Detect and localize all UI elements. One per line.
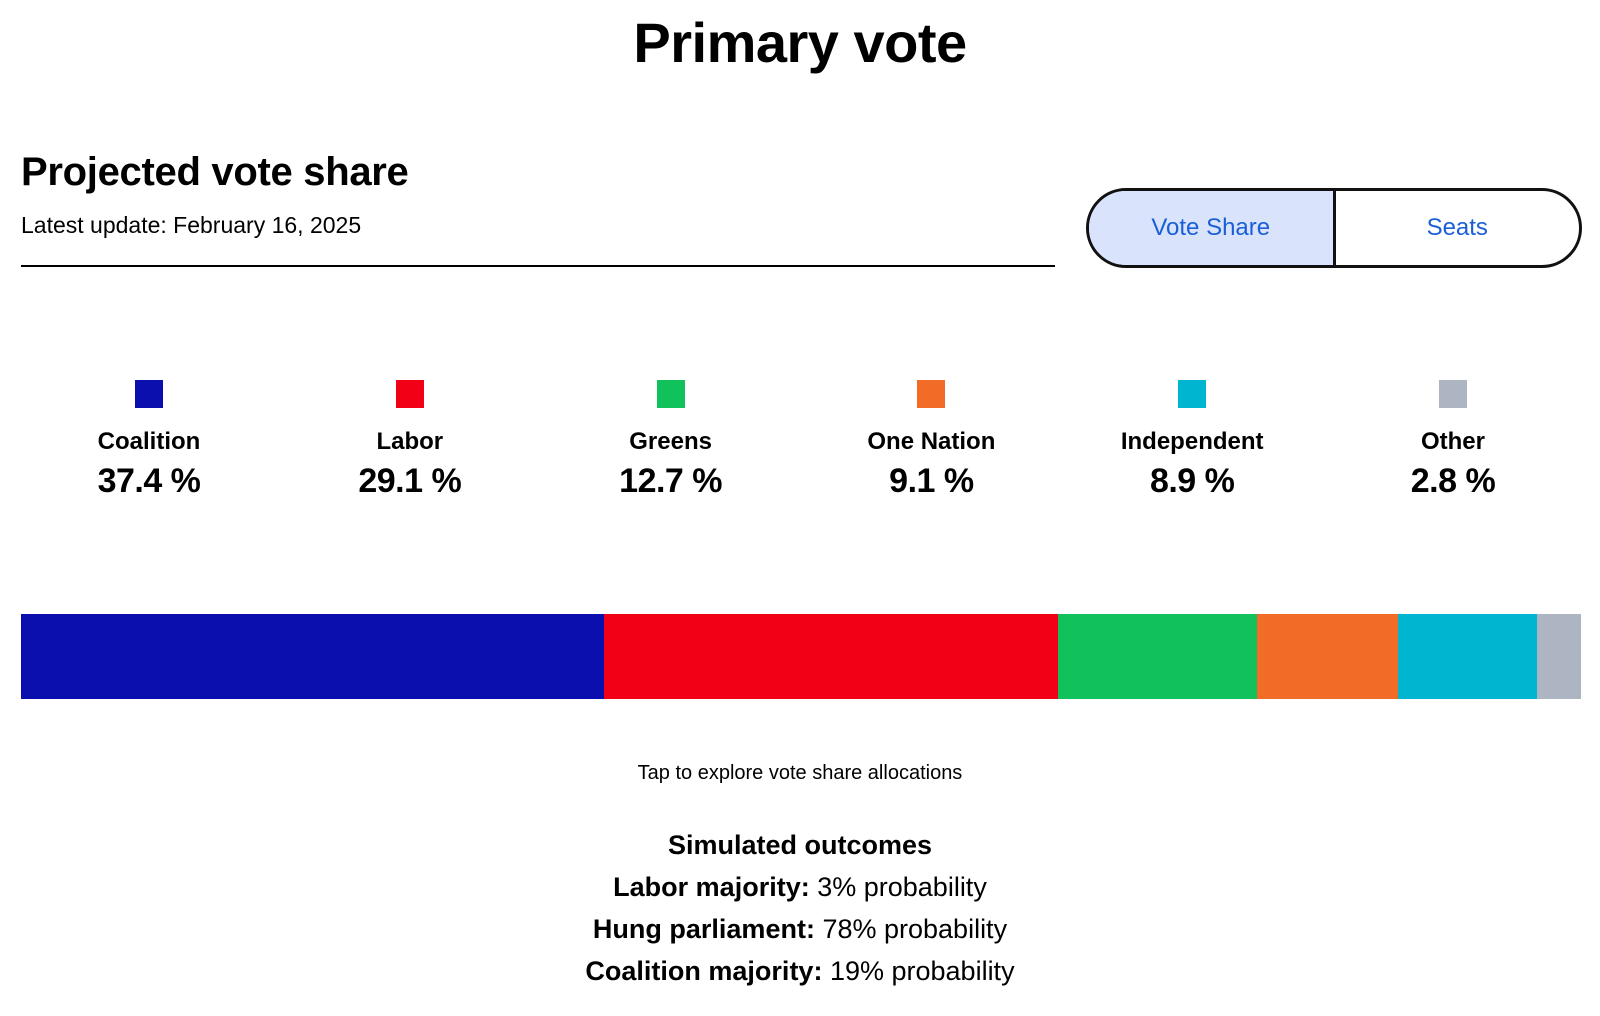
- outcome-row: Coalition majority: 19% probability: [0, 950, 1600, 992]
- bar-segment-coalition[interactable]: [21, 614, 605, 699]
- outcomes-title: Simulated outcomes: [667, 830, 933, 860]
- legend-swatch: [917, 380, 946, 408]
- legend-label: One Nation: [867, 428, 996, 455]
- legend-label: Labor: [376, 428, 444, 455]
- outcome-label: Hung parliament:: [592, 914, 815, 944]
- outcome-value: 3% probability: [817, 872, 987, 902]
- outcome-value: 19% probability: [829, 956, 1015, 986]
- legend-swatch: [395, 380, 424, 408]
- outcome-row: Hung parliament: 78% probability: [0, 908, 1600, 950]
- outcome-label: Coalition majority:: [585, 956, 823, 986]
- legend-item-independent: Independent 8.9 %: [1062, 380, 1322, 501]
- bar-segment-greens[interactable]: [1058, 614, 1257, 699]
- legend-swatch: [656, 380, 685, 408]
- chart-legend: Coalition 37.4 % Labor 29.1 % Greens 12.7 % On…: [21, 380, 1581, 520]
- legend-item-other: Other 2.8 %: [1323, 380, 1583, 501]
- legend-label: Other: [1420, 428, 1485, 455]
- legend-value: 37.4 %: [97, 462, 201, 500]
- legend-item-coalition: Coalition 37.4 %: [19, 380, 279, 501]
- legend-label: Coalition: [97, 428, 201, 455]
- legend-value: 29.1 %: [358, 462, 462, 500]
- legend-swatch: [135, 380, 163, 408]
- header-divider: [21, 265, 1055, 267]
- legend-value: 9.1 %: [889, 462, 974, 500]
- outcome-label: Labor majority:: [613, 872, 810, 902]
- legend-item-one-nation: One Nation 9.1 %: [801, 380, 1061, 501]
- legend-value: 2.8 %: [1410, 462, 1496, 500]
- page-title: Primary vote: [633, 11, 967, 74]
- explore-hint: Tap to explore vote share allocations: [637, 762, 963, 784]
- legend-label: Greens: [629, 428, 712, 455]
- vote-share-toggle-button[interactable]: Vote Share: [1089, 191, 1336, 265]
- legend-value: 12.7 %: [619, 462, 723, 500]
- bar-segment-other[interactable]: [1537, 614, 1582, 699]
- legend-swatch: [1439, 380, 1467, 408]
- view-toggle: Vote Share Seats: [1086, 188, 1582, 268]
- outcome-value: 78% probability: [822, 914, 1008, 944]
- legend-swatch: [1178, 380, 1207, 408]
- bar-segment-labor[interactable]: [604, 614, 1059, 699]
- bar-segment-independent[interactable]: [1398, 614, 1538, 699]
- vote-share-bar[interactable]: [21, 614, 1582, 699]
- section-title: Projected vote share: [21, 150, 409, 194]
- simulated-outcomes: Simulated outcomes Labor majority: 3% pr…: [0, 824, 1600, 992]
- legend-label: Independent: [1120, 428, 1264, 455]
- outcome-row: Labor majority: 3% probability: [0, 866, 1600, 908]
- seats-toggle-button[interactable]: Seats: [1426, 214, 1488, 241]
- legend-value: 8.9 %: [1149, 462, 1235, 500]
- legend-item-greens: Greens 12.7 %: [541, 380, 801, 501]
- legend-item-labor: Labor 29.1 %: [280, 380, 540, 501]
- bar-segment-one-nation[interactable]: [1256, 614, 1399, 699]
- latest-update: Latest update: February 16, 2025: [21, 212, 362, 238]
